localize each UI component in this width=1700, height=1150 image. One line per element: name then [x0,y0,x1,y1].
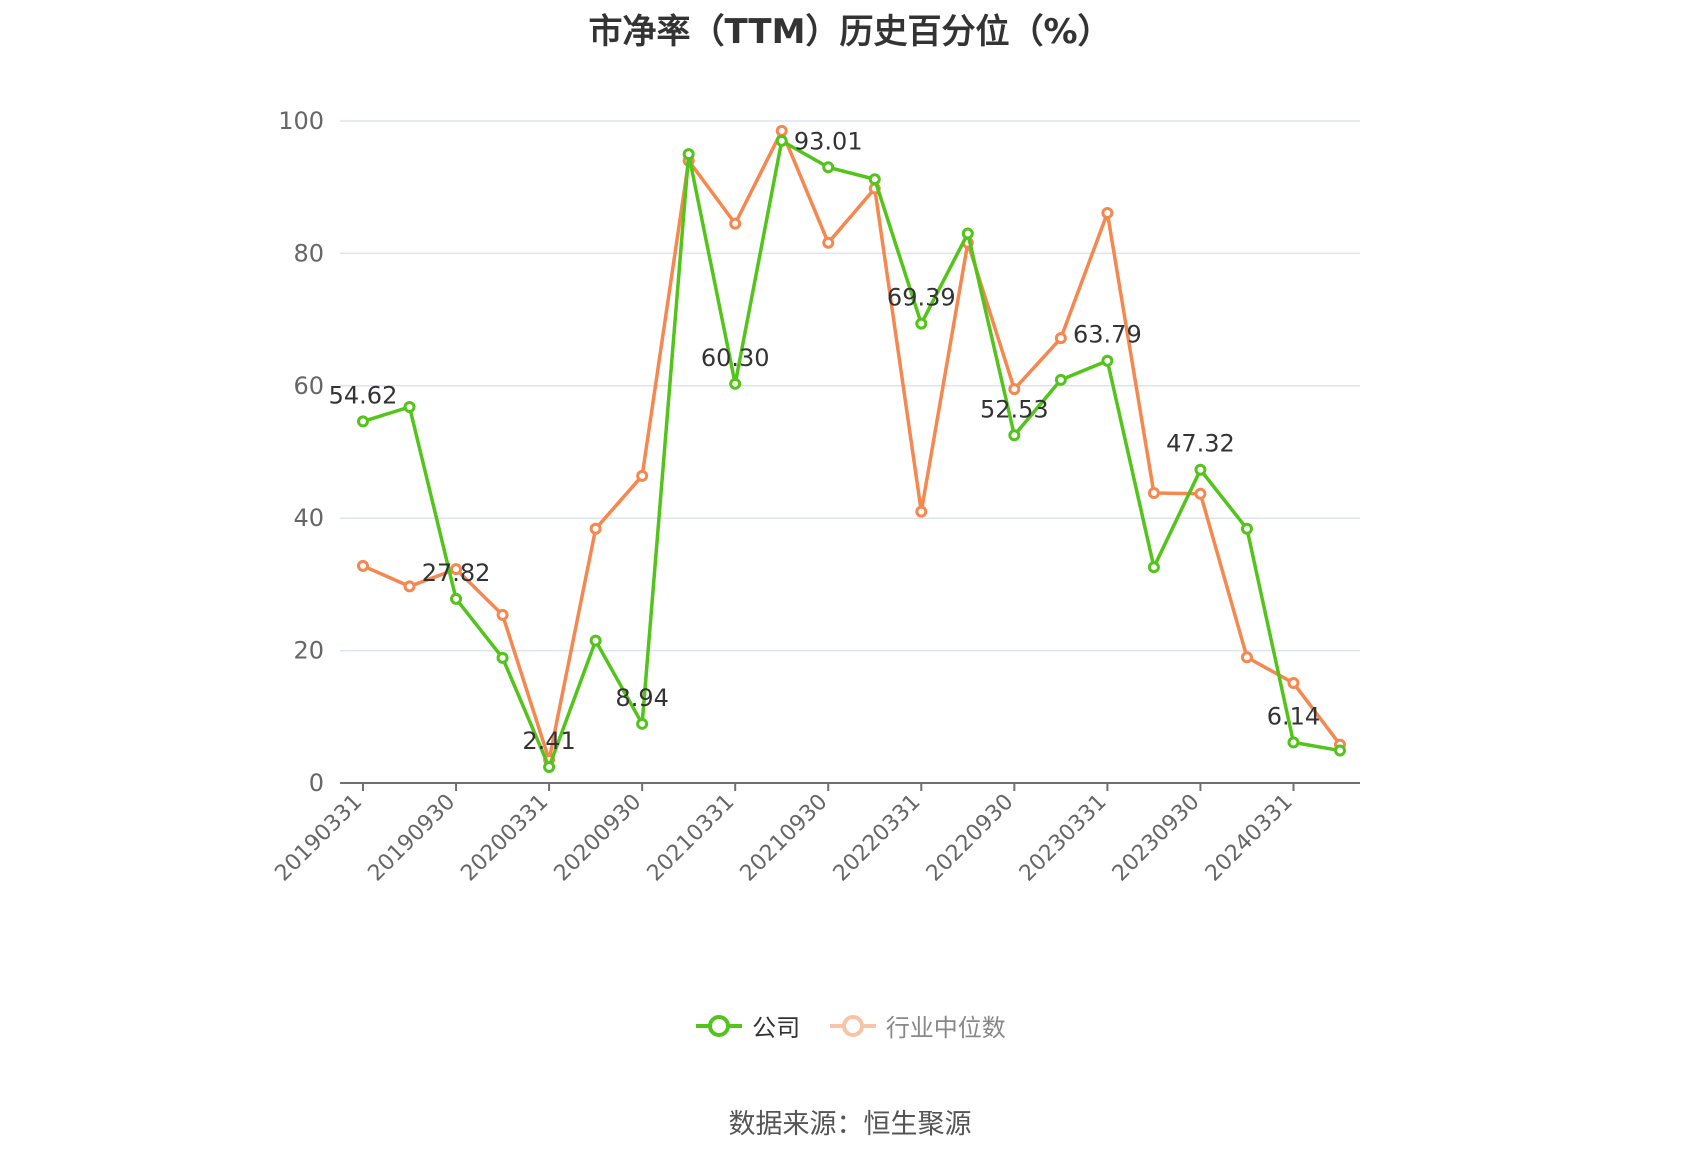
legend-industry-icon [829,1014,876,1037]
x-tick-label: 20210331 [643,790,740,887]
series-point-1 [729,217,742,230]
series-point-0 [775,134,788,147]
series-point-0 [1101,354,1114,367]
series-point-1 [450,563,463,576]
legend-industry-label: 行业中位数 [885,1014,1006,1042]
data-label: 54.62 [329,381,398,409]
x-tick-label: 20240331 [1201,790,1298,887]
line-chart: 0 20 40 60 80 100 2019033120190930202003312020… [270,107,1360,887]
y-tick-label: 0 [309,769,324,797]
series-layer [357,124,1346,774]
series-point-1 [589,522,602,535]
legend-company-label: 公司 [752,1014,801,1042]
data-label: 47.32 [1166,430,1235,458]
series-point-0 [496,651,509,664]
series-point-1 [1194,487,1207,500]
series-point-0 [1240,522,1253,535]
x-tick-label: 20220331 [829,790,926,887]
series-point-0 [450,592,463,605]
series-point-1 [1008,383,1021,396]
series-point-0 [682,148,695,161]
data-label: 2.41 [522,727,575,755]
series-point-0 [822,161,835,174]
series-point-1 [822,236,835,249]
x-tick-label: 20230331 [1015,790,1112,887]
series-point-0 [1054,373,1067,386]
grid-lines [340,120,1360,652]
x-tick-label: 20200930 [550,790,647,887]
y-tick-label: 60 [293,372,324,400]
series-point-0 [729,377,742,390]
series-point-0 [1147,561,1160,574]
x-tick-label: 20230930 [1108,790,1205,887]
series-point-1 [1101,207,1114,220]
x-tick-label: 20220930 [922,790,1019,887]
series-point-1 [1147,487,1160,500]
data-source: 数据来源：恒生聚源 [728,1109,972,1140]
legend-item-company[interactable]: 公司 [694,1008,800,1043]
series-point-0 [1008,429,1021,442]
y-tick-label: 100 [278,107,324,135]
series-point-1 [1240,651,1253,664]
series-point-0 [357,415,369,428]
series-point-1 [1054,332,1067,345]
series-point-0 [1334,744,1346,757]
series-point-0 [1194,463,1207,476]
series-point-1 [403,580,416,593]
data-label: 63.79 [1073,321,1142,349]
series-point-1 [1287,677,1300,690]
y-tick-label: 20 [293,637,324,665]
data-label: 27.82 [422,559,491,587]
series-point-0 [543,761,556,774]
data-label: 69.39 [887,284,956,312]
series-line-0 [362,139,1341,769]
data-label: 52.53 [980,395,1049,423]
series-point-0 [1287,736,1300,749]
data-label: 8.94 [615,684,668,712]
legend: 公司 行业中位数 [0,1008,1700,1044]
series-point-0 [636,717,649,730]
data-label: 60.30 [701,344,770,372]
x-tick-label: 20200331 [456,790,553,887]
chart-title: 市净率（TTM）历史百分位（%） [588,12,1112,52]
x-tick-label: 20190331 [270,790,367,887]
series-point-0 [589,634,602,647]
series-point-1 [496,608,509,621]
series-point-0 [961,227,974,240]
data-label: 6.14 [1267,702,1320,730]
x-tick-label: 20190930 [363,790,460,887]
y-tick-label: 80 [293,239,324,267]
series-point-0 [915,317,928,330]
legend-item-industry[interactable]: 行业中位数 [828,1008,1006,1043]
series-point-0 [403,400,416,413]
y-tick-label: 40 [293,504,324,532]
x-tick-label: 20210930 [736,790,833,887]
series-point-1 [915,505,928,518]
data-label: 93.01 [794,127,863,155]
series-point-0 [868,173,881,186]
series-point-1 [636,469,649,482]
data-labels: 54.62 27.82 2.41 8.94 60.30 93.01 69.39 52.53 63… [329,127,1321,755]
series-line-1 [362,129,1342,762]
series-point-1 [775,124,788,137]
series-point-1 [357,559,369,572]
legend-company-icon [696,1014,743,1037]
